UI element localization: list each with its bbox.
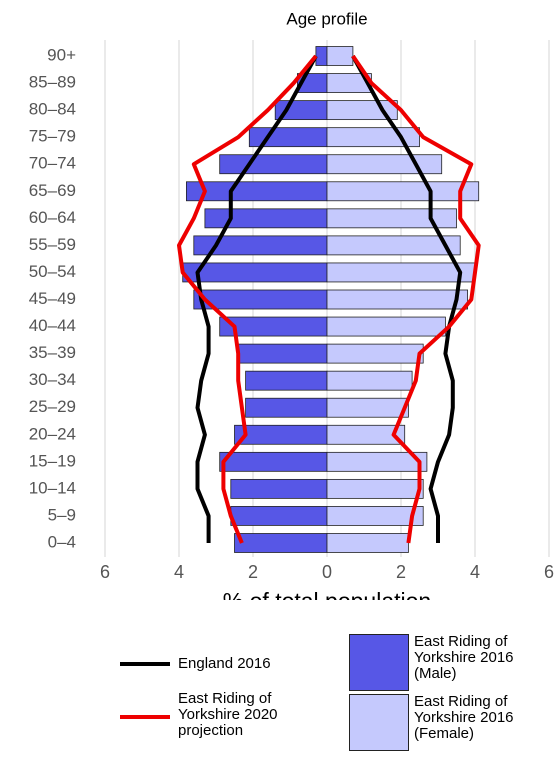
bar xyxy=(326,451,428,472)
bar xyxy=(245,397,328,418)
y-tick-label: 20–24 xyxy=(29,424,76,443)
legend-swatch xyxy=(120,715,170,719)
bar xyxy=(326,370,413,391)
bar xyxy=(326,262,476,283)
bar xyxy=(326,397,409,418)
legend-label: East Riding of Yorkshire 2016 (Female) xyxy=(414,693,514,742)
y-tick-label: 45–49 xyxy=(29,289,76,308)
legend-label: East Riding of Yorkshire 2020 projection xyxy=(178,690,278,739)
y-tick-label: 15–19 xyxy=(29,451,76,470)
y-tick-label: 75–79 xyxy=(29,127,76,146)
bar xyxy=(326,208,457,229)
y-tick-label: 80–84 xyxy=(29,100,76,119)
y-tick-label: 35–39 xyxy=(29,343,76,362)
y-tick-label: 55–59 xyxy=(29,235,76,254)
line-female xyxy=(351,54,481,544)
chart-title: Age profile xyxy=(286,9,367,28)
bar xyxy=(326,181,480,202)
x-axis-label: % of total population xyxy=(223,588,431,600)
bar xyxy=(230,506,328,526)
y-tick-label: 0–4 xyxy=(48,532,76,551)
bar xyxy=(204,208,328,229)
bar xyxy=(326,424,406,445)
bar xyxy=(315,46,328,66)
bar xyxy=(326,46,354,66)
bar xyxy=(326,316,446,337)
y-tick-label: 5–9 xyxy=(48,505,76,524)
x-tick-label: 2 xyxy=(396,562,406,582)
y-tick-label: 10–14 xyxy=(29,478,76,497)
bar xyxy=(219,154,328,175)
bar xyxy=(326,506,424,526)
bar xyxy=(326,154,443,175)
legend-swatch xyxy=(349,694,409,751)
y-tick-label: 70–74 xyxy=(29,154,76,173)
x-tick-label: 4 xyxy=(174,562,184,582)
x-tick-label: 6 xyxy=(100,562,110,582)
x-tick-label: 6 xyxy=(544,562,554,582)
bar xyxy=(326,235,461,256)
bar xyxy=(326,343,424,364)
bar xyxy=(230,478,328,499)
y-tick-label: 50–54 xyxy=(29,262,76,281)
legend-swatch xyxy=(349,634,409,691)
bar xyxy=(237,343,328,364)
y-tick-label: 60–64 xyxy=(29,208,76,227)
y-tick-label: 40–44 xyxy=(29,316,76,335)
legend-label: England 2016 xyxy=(178,655,271,672)
y-tick-label: 85–89 xyxy=(29,73,76,92)
bar xyxy=(185,181,328,202)
bar xyxy=(326,289,469,310)
y-tick-label: 30–34 xyxy=(29,370,76,389)
x-tick-label: 2 xyxy=(248,562,258,582)
bar xyxy=(245,370,328,391)
x-tick-label: 0 xyxy=(322,562,332,582)
bar xyxy=(219,451,328,472)
bar xyxy=(234,533,328,553)
line-male xyxy=(177,54,318,544)
line-female xyxy=(351,55,463,543)
line-male xyxy=(195,55,318,543)
chart: Age profile % of total population 6 4 2 0 2 4… xyxy=(29,9,554,600)
bar xyxy=(326,533,409,553)
y-tick-label: 25–29 xyxy=(29,397,76,416)
y-tick-label: 90+ xyxy=(47,45,76,64)
legend-label: East Riding of Yorkshire 2016 (Male) xyxy=(414,633,514,682)
bar xyxy=(234,424,328,445)
bar xyxy=(326,478,424,499)
legend-swatch xyxy=(120,662,170,666)
y-tick-label: 65–69 xyxy=(29,181,76,200)
x-tick-label: 4 xyxy=(470,562,480,582)
